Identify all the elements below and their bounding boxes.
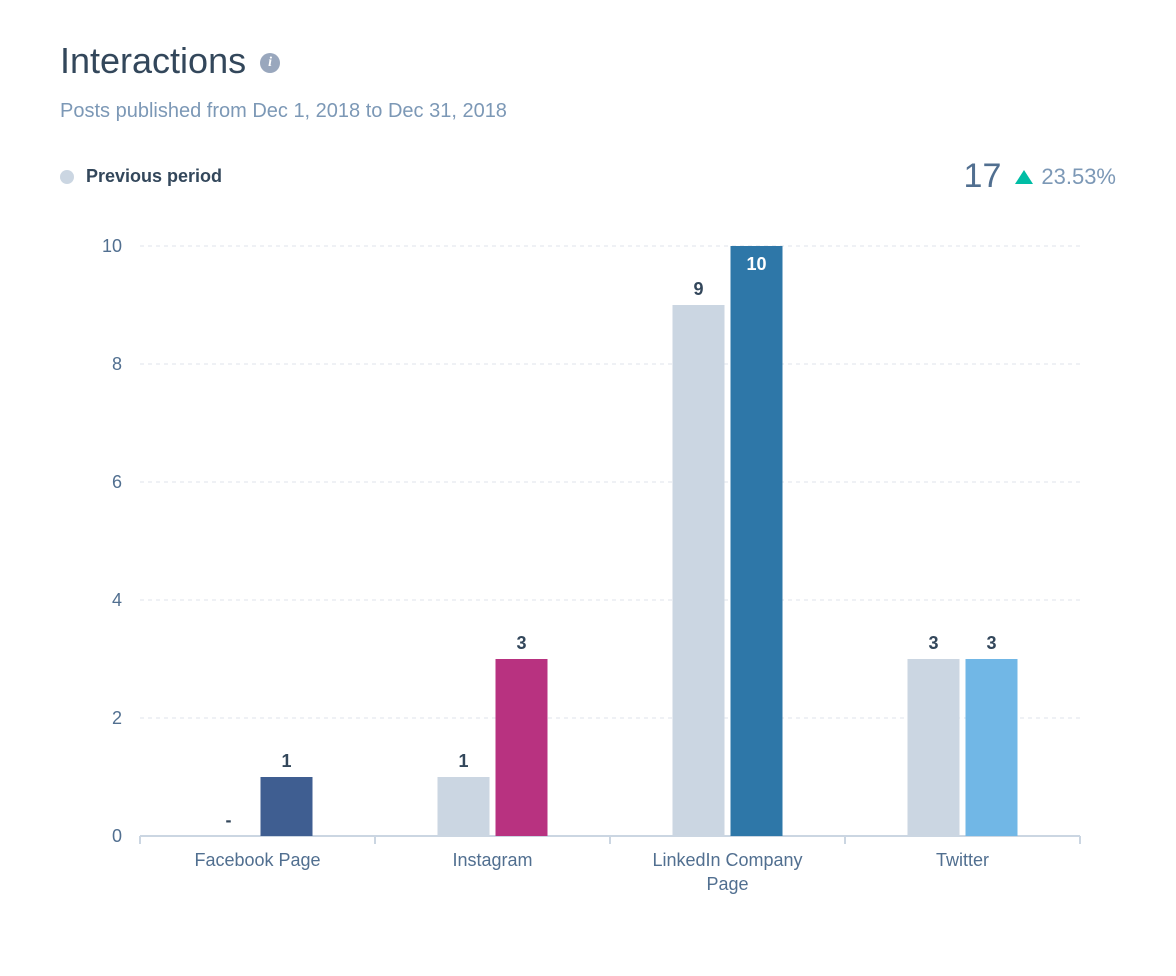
x-category-label: Facebook Page xyxy=(194,850,320,870)
delta-pct: 23.53% xyxy=(1041,164,1116,190)
x-category-label: LinkedIn Company xyxy=(652,850,802,870)
delta-up-icon xyxy=(1015,170,1033,184)
x-category-label: Instagram xyxy=(452,850,532,870)
bar-value-label: 1 xyxy=(281,751,291,771)
y-tick-label: 4 xyxy=(112,590,122,610)
bar-current[interactable] xyxy=(496,659,548,836)
legend-dot-icon xyxy=(60,170,74,184)
x-category-label: Page xyxy=(706,874,748,894)
metric-delta: 23.53% xyxy=(1015,164,1116,190)
interactions-card: Interactions Posts published from Dec 1,… xyxy=(0,0,1176,976)
x-category-label: Twitter xyxy=(936,850,989,870)
bar-value-label: 1 xyxy=(458,751,468,771)
bar-value-label: 9 xyxy=(693,279,703,299)
y-tick-label: 0 xyxy=(112,826,122,846)
metric-total: 17 xyxy=(964,157,1002,196)
bar-previous[interactable] xyxy=(438,777,490,836)
header-row: Interactions xyxy=(60,40,1116,82)
bar-value-label: 3 xyxy=(516,633,526,653)
y-tick-label: 2 xyxy=(112,708,122,728)
legend-previous[interactable]: Previous period xyxy=(60,166,222,187)
card-title: Interactions xyxy=(60,40,246,82)
metric-summary: 17 23.53% xyxy=(964,157,1116,196)
bar-value-label: - xyxy=(226,810,232,830)
y-tick-label: 6 xyxy=(112,472,122,492)
y-tick-label: 8 xyxy=(112,354,122,374)
legend-label: Previous period xyxy=(86,166,222,187)
bar-current[interactable] xyxy=(966,659,1018,836)
chart-area: 0 2 4 6 8 10 - 1 Facebook Page 1 3 Instagram 9 10 Link… xyxy=(60,216,1116,936)
bar-previous[interactable] xyxy=(673,305,725,836)
bar-current[interactable] xyxy=(261,777,313,836)
info-icon[interactable] xyxy=(260,53,280,73)
bar-value-label: 3 xyxy=(928,633,938,653)
bar-current[interactable] xyxy=(731,246,783,836)
bar-value-label: 3 xyxy=(986,633,996,653)
y-tick-label: 10 xyxy=(102,236,122,256)
interactions-bar-chart: 0 2 4 6 8 10 - 1 Facebook Page 1 3 Instagram 9 10 Link… xyxy=(60,216,1100,936)
legend-row: Previous period 17 23.53% xyxy=(60,157,1116,196)
bar-value-label: 10 xyxy=(746,254,766,274)
bar-previous[interactable] xyxy=(908,659,960,836)
date-range-subtitle: Posts published from Dec 1, 2018 to Dec … xyxy=(60,100,1116,123)
